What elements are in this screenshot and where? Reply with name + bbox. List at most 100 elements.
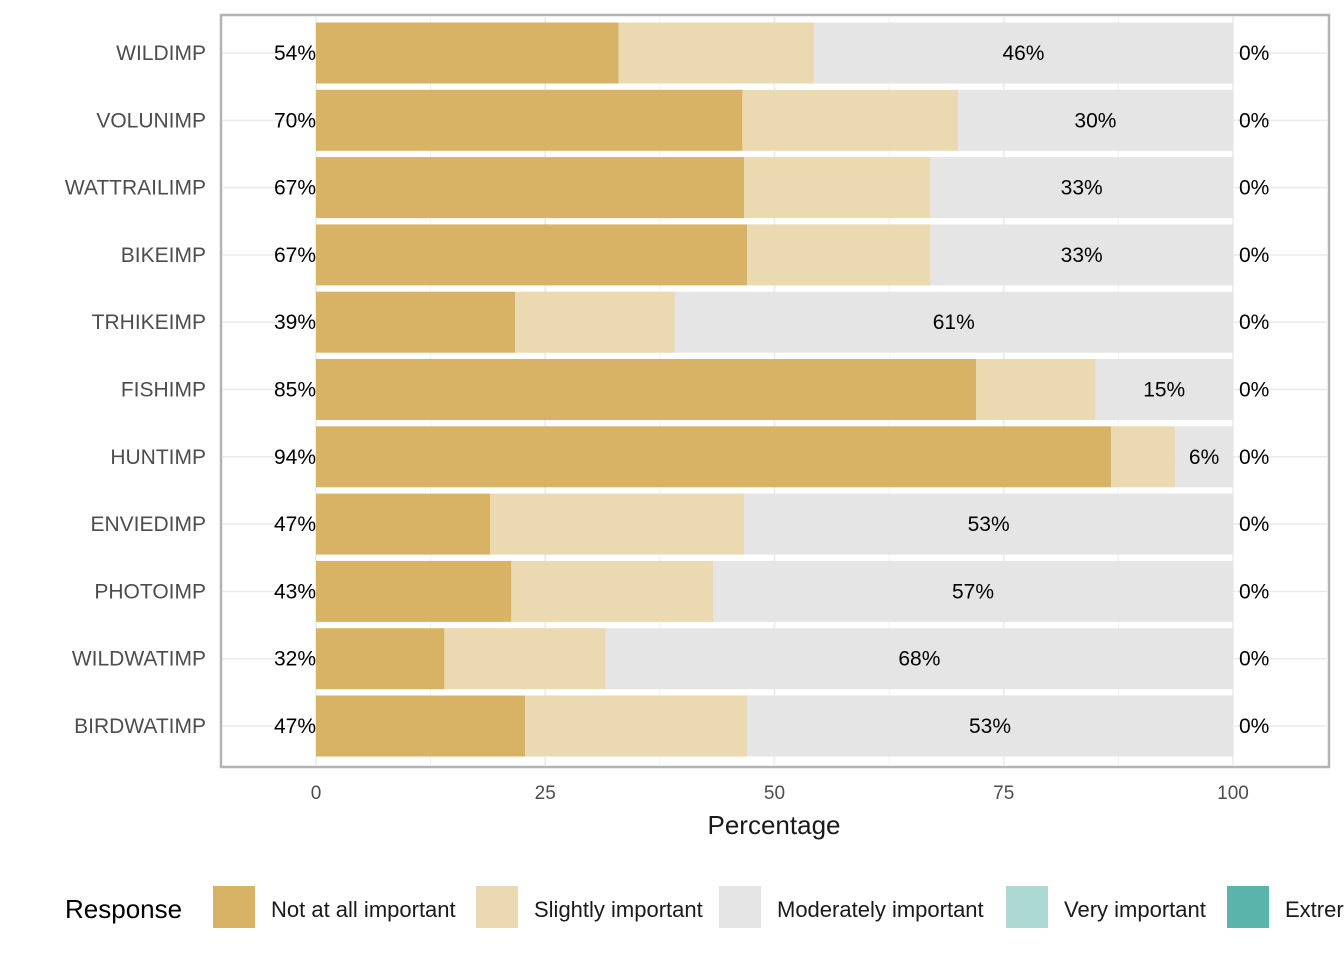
bar-segment	[316, 560, 512, 622]
bar-segment	[744, 157, 931, 219]
right-percent-label: 0%	[1239, 42, 1269, 65]
legend-label: Not at all important	[271, 897, 456, 922]
x-tick-label: 100	[1217, 783, 1249, 804]
legend-key	[1227, 886, 1269, 928]
x-tick-label: 50	[764, 783, 785, 804]
left-percent-label: 39%	[274, 311, 316, 334]
left-percent-label: 67%	[274, 244, 316, 267]
category-label: WILDIMP	[116, 42, 206, 65]
legend-key	[719, 886, 761, 928]
x-tick-labels: 0 25 50 75 100	[311, 783, 1249, 804]
right-percent-label: 0%	[1239, 109, 1269, 132]
center-percent-label: 53%	[969, 715, 1011, 738]
right-percent-label: 0%	[1239, 177, 1269, 200]
bar-segment	[316, 89, 743, 151]
category-label: TRHIKEIMP	[92, 311, 206, 334]
category-label: BIKEIMP	[121, 244, 206, 267]
bar-segment	[316, 359, 977, 420]
category-label: ENVIEDIMP	[90, 513, 206, 536]
center-percent-label: 6%	[1189, 446, 1219, 469]
category-label: BIRDWATIMP	[74, 715, 206, 738]
left-percent-label: 32%	[274, 648, 316, 671]
legend-label: Moderately important	[777, 897, 984, 922]
value-labels: 54% 46% 0% 70% 30% 0% 67% 33% 0% 67% 33% 0% 39% 61% 0%…	[274, 42, 1269, 738]
x-axis-title: Percentage	[708, 810, 841, 840]
bar-segment	[618, 22, 814, 84]
legend-title: Response	[65, 894, 182, 924]
center-percent-label: 53%	[968, 513, 1010, 536]
right-percent-label: 0%	[1239, 715, 1269, 738]
panel-border	[219, 13, 1331, 769]
right-percent-label: 0%	[1239, 244, 1269, 267]
bar-segment	[1175, 426, 1233, 488]
left-percent-label: 47%	[274, 715, 316, 738]
bar-segment	[525, 695, 747, 757]
bar-segment	[511, 560, 714, 622]
bar-segment	[746, 695, 1233, 757]
left-percent-label: 67%	[274, 177, 316, 200]
x-tick-label: 75	[993, 783, 1014, 804]
bar-segment	[674, 291, 1233, 353]
legend-label: Very important	[1064, 897, 1206, 922]
bar-segment	[316, 224, 747, 286]
bar-segment	[316, 22, 619, 84]
right-percent-label: 0%	[1239, 648, 1269, 671]
center-percent-label: 15%	[1143, 379, 1185, 402]
left-percent-label: 43%	[274, 580, 316, 603]
legend-key	[1006, 886, 1048, 928]
bar-segment	[316, 426, 1112, 488]
bar-segment	[742, 89, 958, 151]
bar-segment	[514, 291, 675, 353]
bar-segment	[957, 89, 1233, 151]
legend-key	[213, 886, 255, 928]
center-percent-label: 57%	[952, 580, 994, 603]
left-percent-label: 47%	[274, 513, 316, 536]
center-percent-label: 33%	[1061, 177, 1103, 200]
bar-segment	[930, 224, 1233, 286]
x-tick-label: 0	[311, 783, 322, 804]
center-percent-label: 33%	[1061, 244, 1103, 267]
bar-segment	[1111, 426, 1176, 488]
bar-segment	[316, 695, 526, 757]
category-labels: WILDIMP VOLUNIMP WATTRAILIMP BIKEIMP TRHIKEI…	[65, 42, 206, 738]
right-percent-label: 0%	[1239, 513, 1269, 536]
category-label: VOLUNIMP	[96, 109, 206, 132]
bar-segment	[316, 291, 515, 353]
legend: Response Not at all important Slightly im…	[65, 886, 1344, 928]
left-percent-label: 70%	[274, 109, 316, 132]
right-percent-label: 0%	[1239, 379, 1269, 402]
right-percent-label: 0%	[1239, 311, 1269, 334]
category-label: FISHIMP	[121, 379, 206, 402]
bar-segment	[744, 493, 1233, 555]
bars	[316, 22, 1233, 757]
category-label: HUNTIMP	[110, 446, 206, 469]
category-label: WILDWATIMP	[72, 648, 206, 671]
left-percent-label: 94%	[274, 446, 316, 469]
right-percent-label: 0%	[1239, 580, 1269, 603]
bar-segment	[813, 22, 1233, 84]
x-tick-label: 25	[535, 783, 556, 804]
center-percent-label: 68%	[898, 648, 940, 671]
legend-label: Slightly important	[534, 897, 703, 922]
bar-segment	[930, 157, 1233, 219]
left-percent-label: 85%	[274, 379, 316, 402]
bar-segment	[490, 493, 745, 555]
right-percent-label: 0%	[1239, 446, 1269, 469]
bar-segment	[713, 560, 1233, 622]
category-label: PHOTOIMP	[94, 580, 206, 603]
center-percent-label: 46%	[1002, 42, 1044, 65]
legend-label: Extrer	[1285, 897, 1344, 922]
bar-segment	[746, 224, 931, 286]
bar-segment	[605, 628, 1233, 690]
bar-segment	[1095, 359, 1233, 420]
bar-segment	[444, 628, 606, 690]
center-percent-label: 30%	[1074, 109, 1116, 132]
legend-key	[476, 886, 518, 928]
bar-segment	[316, 157, 745, 219]
bar-segment	[976, 359, 1096, 420]
category-label: WATTRAILIMP	[65, 177, 206, 200]
left-percent-label: 54%	[274, 42, 316, 65]
bar-segment	[316, 493, 491, 555]
center-percent-label: 61%	[933, 311, 975, 334]
